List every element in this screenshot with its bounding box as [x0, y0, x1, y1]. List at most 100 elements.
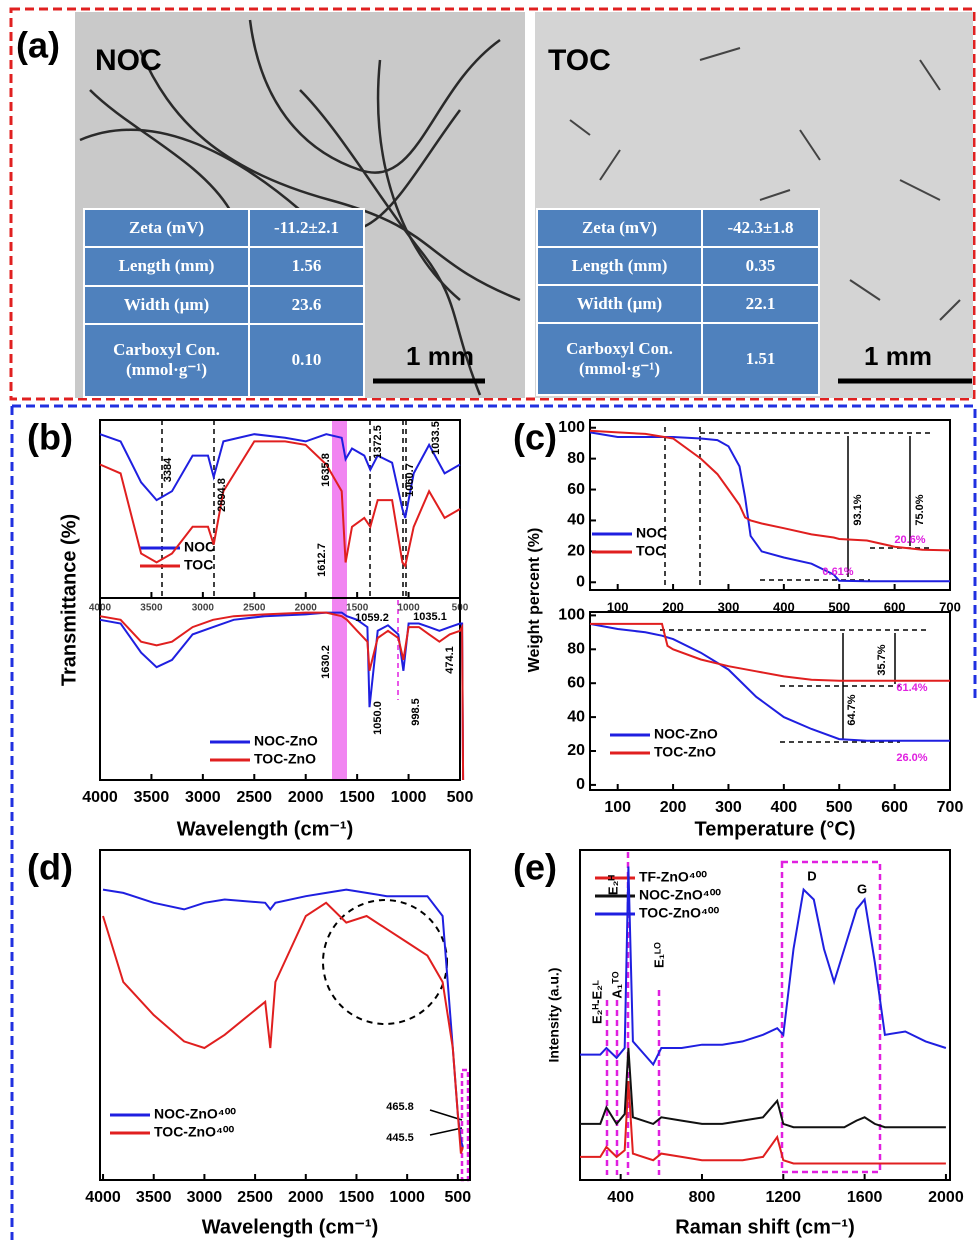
y-axis-label: Transmittance (%): [58, 514, 80, 686]
table-cell: -11.2±2.1: [248, 207, 365, 249]
series-line: [580, 1080, 946, 1165]
annotation: 1035.1: [413, 611, 447, 623]
x-tick-label: 300: [718, 599, 740, 614]
y-tick-label: 80: [567, 641, 585, 658]
legend-label: TOC-ZnO: [654, 744, 716, 760]
table-cell: 23.6: [248, 284, 365, 325]
table-cell: Carboxyl Con. (mmol·g⁻¹): [83, 322, 250, 399]
arrows: [429, 436, 911, 1136]
y-tick-label: 40: [567, 512, 585, 529]
annotation: 1060.7: [404, 463, 416, 497]
legend-label: TOC: [636, 543, 665, 559]
annotation: 1059.2: [355, 612, 389, 624]
table-cell: Zeta (mV): [536, 208, 703, 248]
table-row: Carboxyl Con. (mmol·g⁻¹) 0.10: [83, 322, 365, 399]
annotation: 75.0%: [914, 494, 926, 525]
x-axis-label: Temperature (°C): [695, 818, 856, 840]
legend-label: TOC-ZnO: [254, 751, 316, 767]
legend-label: NOC: [636, 525, 667, 541]
x-tick-label: 2000: [288, 789, 324, 806]
table-cell: Length (mm): [536, 245, 703, 286]
plot-frame: [99, 849, 471, 1181]
y-tick-label: 0: [576, 573, 585, 590]
x-tick-label: 400: [770, 799, 797, 816]
legend-label: TOC-ZnO⁴⁰⁰: [639, 905, 719, 921]
table-cell: Length (mm): [83, 246, 250, 287]
panel-label: (d): [27, 847, 73, 888]
x-tick-label: 1200: [765, 1189, 801, 1206]
x-tick-label: 1000: [391, 789, 427, 806]
x-tick-label: 2000: [288, 1189, 324, 1206]
x-tick-label: 600: [881, 799, 908, 816]
x-tick-label: 1600: [847, 1189, 883, 1206]
table-cell: -42.3±1.8: [701, 208, 820, 248]
series-line: [580, 1047, 946, 1129]
annotation: 61.4%: [896, 682, 927, 694]
series-line: [589, 431, 950, 583]
series-line: [580, 866, 947, 1067]
annotation: 0.61%: [822, 566, 853, 578]
plot-frame: [579, 849, 951, 1181]
x-tick-label: 600: [884, 599, 906, 614]
annotation: 2894.8: [216, 478, 228, 512]
annotation: 445.5: [386, 1132, 414, 1144]
x-tick-label: 2500: [236, 789, 272, 806]
series-line: [99, 440, 461, 569]
legend-label: NOC-ZnO⁴⁰⁰: [154, 1106, 236, 1122]
highlight-band: [332, 420, 347, 780]
table-cell: 22.1: [701, 283, 820, 324]
panel-a-frame: [9, 7, 976, 401]
series-line: [102, 888, 464, 1148]
y-tick-label: 0: [576, 776, 585, 793]
plot-frame: [99, 597, 461, 781]
x-tick-label: 500: [447, 789, 474, 806]
scale-label: 1 mm: [864, 341, 932, 371]
x-tick-label: 4000: [85, 1189, 121, 1206]
x-tick-label: 700: [937, 799, 964, 816]
x-axis-label: Wavelength (cm⁻¹): [177, 818, 354, 840]
x-tick-label: 100: [607, 599, 629, 614]
legend-label: NOC-ZnO: [654, 726, 718, 742]
y-tick-label: 100: [558, 607, 585, 624]
x-tick-label: 3500: [136, 1189, 172, 1206]
annotation: 64.7%: [846, 694, 858, 725]
x-tick-label: 3500: [140, 603, 163, 614]
legend-label: NOC: [184, 539, 215, 555]
y-tick-label: 60: [567, 674, 585, 691]
x-tick-label: 3000: [192, 603, 215, 614]
x-tick-label: 300: [715, 799, 742, 816]
annotation: 20.6%: [894, 534, 925, 546]
annotation: 3384: [162, 457, 174, 482]
annotation: 35.7%: [876, 644, 888, 675]
panel-bcde-frame: [10, 404, 977, 1240]
x-axis-label: Raman shift (cm⁻¹): [675, 1216, 854, 1238]
table-cell: Width (μm): [83, 284, 250, 325]
x-tick-label: 100: [604, 799, 631, 816]
annotation: 1630.2: [320, 645, 332, 679]
y-axis-label: Intensity (a.u.): [546, 968, 562, 1063]
table-cell: Carboxyl Con. (mmol·g⁻¹): [536, 321, 703, 397]
y-tick-label: 80: [567, 450, 585, 467]
annotation: 998.5: [410, 698, 422, 726]
series-line: [99, 611, 465, 781]
x-tick-label: 400: [607, 1189, 634, 1206]
plot-frame: [589, 419, 951, 591]
y-tick-label: 100: [558, 419, 585, 436]
highlight-box: [460, 1068, 470, 1182]
series-line: [99, 433, 461, 519]
x-tick-label: 2500: [237, 1189, 273, 1206]
table-row: Length (mm) 0.35: [536, 245, 820, 286]
property-table: Zeta (mV) -42.3±1.8 Length (mm) 0.35 Width (…: [536, 208, 820, 397]
table-cell: 0.35: [701, 245, 820, 286]
x-tick-label: 3000: [187, 1189, 223, 1206]
image-title: NOC: [95, 44, 162, 77]
annotation: G: [857, 881, 867, 896]
annotation: 1635.8: [320, 453, 332, 487]
legend-label: TOC: [184, 557, 213, 573]
x-tick-label: 400: [773, 599, 795, 614]
legend-label: TOC-ZnO⁴⁰⁰: [154, 1124, 234, 1140]
annotation: E₂ᴴ: [605, 875, 620, 895]
x-tick-label: 1000: [389, 1189, 425, 1206]
